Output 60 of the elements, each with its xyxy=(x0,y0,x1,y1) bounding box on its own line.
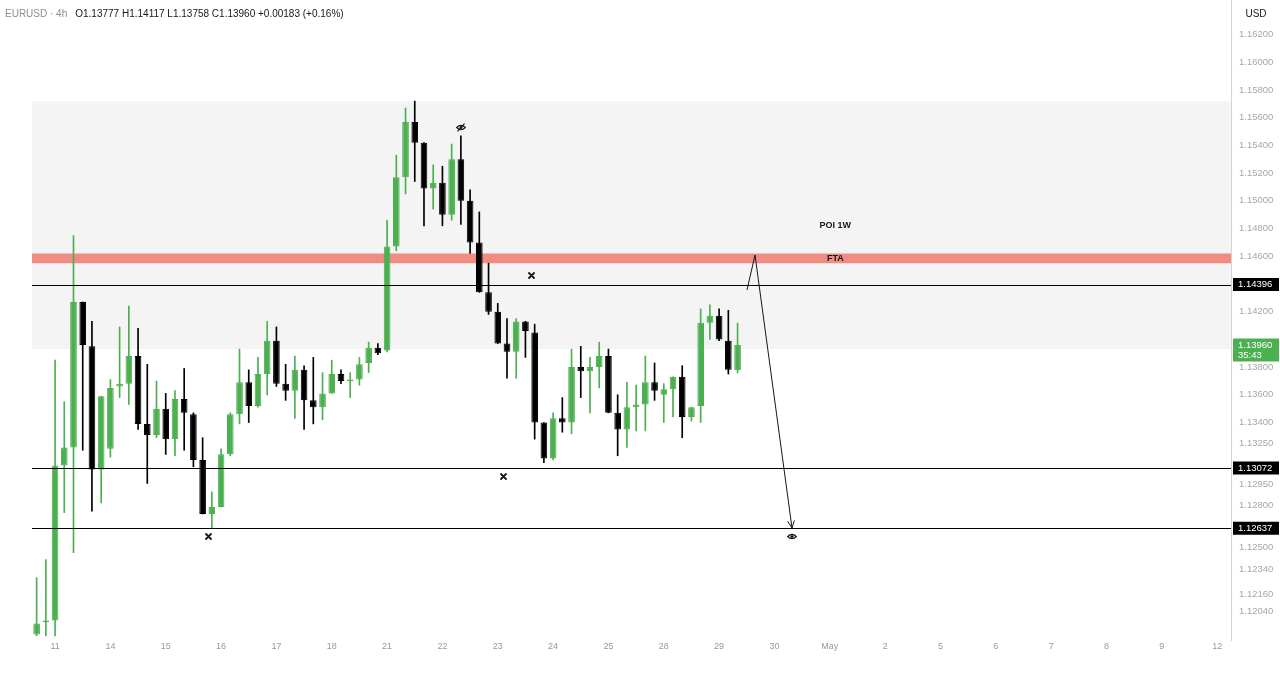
candlestick xyxy=(309,357,317,425)
x-tick-label: 6 xyxy=(993,640,999,651)
candlestick xyxy=(559,397,566,433)
x-tick-label: 22 xyxy=(437,640,448,651)
x-tick-label: 28 xyxy=(658,640,669,651)
y-tick-label: 1.12950 xyxy=(1239,478,1274,490)
y-tick-label: 1.12040 xyxy=(1239,604,1274,616)
ref-line-label: 1.14396 xyxy=(1238,278,1273,290)
y-tick-label: 1.15600 xyxy=(1239,111,1274,123)
y-axis-title: USD xyxy=(1244,7,1268,21)
x-tick-label: 2 xyxy=(882,640,888,651)
y-tick-label: 1.14600 xyxy=(1239,249,1274,261)
y-tick-label: 1.16200 xyxy=(1239,28,1274,40)
x-tick-label: 12 xyxy=(1212,640,1223,651)
candlestick xyxy=(60,401,68,513)
band-label: FTA xyxy=(826,252,845,263)
x-tick-label: 7 xyxy=(1048,640,1054,651)
y-tick-label: 1.12500 xyxy=(1239,540,1274,552)
x-tick-label: 15 xyxy=(160,640,171,651)
x-tick-label: 14 xyxy=(105,640,116,651)
y-tick-label: 1.15200 xyxy=(1239,166,1274,178)
y-tick-label: 1.13800 xyxy=(1239,360,1274,372)
y-tick-label: 1.12160 xyxy=(1239,587,1274,599)
x-tick-label: 25 xyxy=(603,640,614,651)
x-tick-label: 8 xyxy=(1103,640,1109,651)
ref-line-label: 1.12637 xyxy=(1238,521,1273,533)
y-tick-label: 1.14800 xyxy=(1239,222,1274,234)
y-tick-label: 1.13400 xyxy=(1239,416,1274,428)
candlestick xyxy=(411,100,419,182)
text: EURUSD · 4h xyxy=(5,8,68,19)
text: 1.13960 35:43 xyxy=(1238,338,1273,360)
y-tick-label: 1.15800 xyxy=(1239,83,1274,95)
text: O1.13777 H1.14117 L1.13758 C1.13960 +0.00183 (+0.16%) xyxy=(75,8,344,19)
x-tick-label: 9 xyxy=(1159,640,1165,651)
candlestick xyxy=(429,164,437,210)
y-tick-label: 1.15000 xyxy=(1239,194,1274,206)
candlestick xyxy=(595,341,603,389)
candlestick xyxy=(660,383,668,423)
x-tick-label: 29 xyxy=(714,640,725,651)
x-tick-label: 5 xyxy=(937,640,943,651)
x-tick-label: 16 xyxy=(216,640,227,651)
y-tick-label: 1.15400 xyxy=(1239,139,1274,151)
ref-line-label: 1.13072 xyxy=(1238,461,1273,473)
x-tick-label: 30 xyxy=(769,640,780,651)
y-tick-label: 1.13250 xyxy=(1239,436,1274,448)
x-tick-label: May xyxy=(821,640,839,651)
band-label: POI 1W xyxy=(819,219,852,230)
x-tick-label: 17 xyxy=(271,640,282,651)
candlestick xyxy=(577,345,585,398)
x-tick-label: 21 xyxy=(382,640,393,651)
y-tick-label: 1.12800 xyxy=(1239,499,1274,511)
x-tick-label: 23 xyxy=(492,640,503,651)
x-tick-label: 18 xyxy=(326,640,337,651)
y-tick-label: 1.14200 xyxy=(1239,305,1274,317)
y-tick-label: 1.13600 xyxy=(1239,388,1274,400)
y-tick-label: 1.16000 xyxy=(1239,55,1274,67)
candlestick xyxy=(180,368,188,451)
x-tick-label: 24 xyxy=(548,640,559,651)
y-tick-label: 1.12340 xyxy=(1239,562,1274,574)
x-tick-label: 11 xyxy=(50,640,60,651)
